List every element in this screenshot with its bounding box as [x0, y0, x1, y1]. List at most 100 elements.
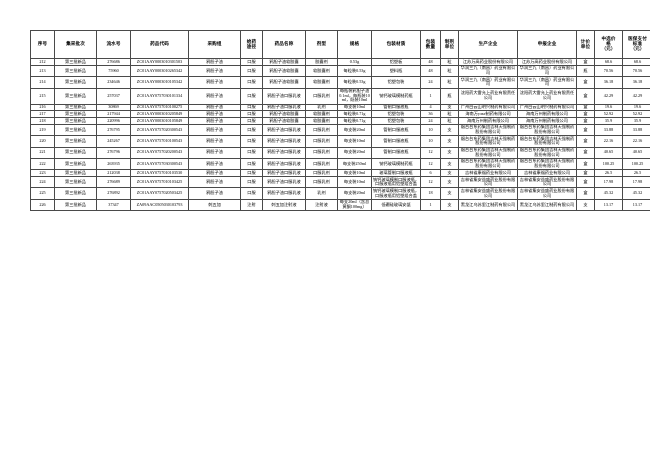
cell-serial: 245267 — [96, 135, 131, 148]
cell-form: 口服乳剂 — [305, 87, 338, 105]
procurement-table: 序号 集采批次 流水号 药品代码 采购组 给药 途径 药品名称 剂型 规格 包装… — [30, 30, 650, 212]
table-row: 212 第三批新品 276686 ZC01AAY0003010301503 鸦胆子油 口服… — [30, 58, 650, 66]
cell-qty: 1 — [420, 87, 441, 105]
table-row: 222 第三批新品 263935 ZC01AAY0757030300543 鸦胆子油 口服… — [30, 157, 650, 171]
cell-serial: 30869 — [96, 103, 131, 112]
cell-serial: 37347 — [96, 198, 131, 212]
cell-form: 乳剂 — [305, 103, 338, 112]
cell-qty: 4 — [420, 103, 441, 112]
cell-apply: 吉林省集安益盛药业股份有限公司 — [517, 176, 577, 189]
cell-maker: 华润三九（南昌）药业有限公司 — [458, 64, 518, 78]
cell-spec: 每支装10ml — [337, 176, 372, 189]
cell-form: 口服乳剂 — [305, 135, 338, 148]
cell-apply: 沈阳药大雷允上药业有限责任公司 — [517, 87, 577, 105]
cell-unit: 支 — [440, 169, 459, 178]
cell-qty: 48 — [420, 58, 441, 66]
cell-batch: 第三批新品 — [54, 76, 97, 89]
cell-payment: 70.56 — [622, 64, 650, 78]
table-row: 214 第三批新品 234646 ZC01AAY0003010105342 鸦胆子油 口服… — [30, 76, 650, 89]
cell-code: ZC01AAY0003010205849 — [130, 110, 189, 119]
column-header-serial: 流水号 — [96, 30, 131, 59]
cell-seq: 213 — [30, 64, 55, 78]
cell-qty: 10 — [420, 135, 441, 148]
cell-code: ZC01AAY0003010105342 — [130, 76, 189, 89]
cell-route: 口服 — [240, 157, 263, 171]
cell-maker: 烟台台东药集团吉林天强制药股份有限公司 — [458, 157, 518, 171]
cell-name: 鸦胆子油口服乳液 — [262, 87, 306, 105]
cell-serial: 212038 — [96, 169, 131, 178]
cell-form: 口服乳剂 — [305, 123, 338, 137]
cell-name: 鸦胆子油口服乳液 — [262, 157, 306, 171]
table-row: 221 第三批新品 276796 ZC01AAY0757020200543 鸦胆子油 口服… — [30, 146, 650, 159]
column-header-code: 药品代码 — [130, 30, 189, 59]
cell-priceunit: 盒 — [576, 76, 595, 89]
cell-pack: 管制口服液瓶 — [371, 146, 421, 159]
column-header-form: 剂型 — [305, 30, 338, 59]
table-row: 213 第三批新品 75960 ZC01AAY0003010265342 鸦胆子油 口服鸦… — [30, 64, 650, 78]
cell-route: 口服 — [240, 58, 263, 66]
cell-code: ZC01AAY0757010100543 — [130, 135, 189, 148]
column-header-price: 中选价 格 （元） — [594, 30, 623, 59]
cell-code: ZC01AAY0757010100275 — [130, 103, 189, 112]
cell-pack: 铝塑板 — [371, 58, 421, 66]
cell-apply: 吉林省康福药业有限公司 — [517, 169, 577, 178]
cell-pack: 钠钙玻璃模制药瓶 — [371, 157, 421, 171]
cell-unit: 支 — [440, 198, 459, 212]
cell-purchase: 鸦胆子油 — [188, 135, 241, 148]
cell-spec: 每瓶装鸦胆子油0.1ml，每瓶装10ml，既装10ml — [337, 87, 372, 105]
cell-batch: 第三批新品 — [54, 64, 97, 78]
cell-name: 鸦胆子油口服乳液 — [262, 123, 306, 137]
cell-seq: 222 — [30, 157, 55, 171]
cell-route: 口服 — [240, 87, 263, 105]
cell-payment: 36.18 — [622, 76, 650, 89]
cell-unit: 粒 — [440, 64, 459, 78]
cell-apply: 烟台台东药集团吉林天强制药股份有限公司 — [517, 157, 577, 171]
column-header-purchase: 采购组 — [188, 30, 241, 59]
cell-batch: 第三批新品 — [54, 87, 97, 105]
cell-maker: 江苏万高药业股份有限公司 — [458, 58, 518, 66]
cell-maker: 黑龙江乌苏里江制药有限公司 — [458, 198, 518, 212]
column-header-batch: 集采批次 — [54, 30, 97, 59]
table-row: 216 第三批新品 30869 ZC01AAY0757010100275 鸦胆子油 口服鸦… — [30, 103, 650, 112]
cell-form: 软胶囊剂 — [305, 76, 338, 89]
cell-price: 52.92 — [594, 110, 623, 119]
cell-payment: 40.65 — [622, 146, 650, 159]
cell-maker: 吉林省集安益盛药业股份有限公司 — [458, 176, 518, 189]
cell-qty: 10 — [420, 123, 441, 137]
cell-seq: 225 — [30, 187, 55, 200]
cell-form: 口服乳剂 — [305, 157, 338, 171]
cell-maker: 吉林省集安益盛药业股份有限公司 — [458, 187, 518, 200]
cell-serial: 234646 — [96, 76, 131, 89]
cell-unit: 粒 — [440, 110, 459, 119]
cell-apply: 烟台台东药集团吉林天强制药股份有限公司 — [517, 135, 577, 148]
cell-seq: 215 — [30, 87, 55, 105]
table-row: 226 第三批新品 37347 ZA09AAC0505030103793 刺五加 注射 刺五… — [30, 198, 650, 212]
cell-unit: 支 — [440, 187, 459, 200]
cell-unit: 支 — [440, 157, 459, 171]
cell-qty: 24 — [420, 76, 441, 89]
cell-name: 鸦胆子油软胶囊 — [262, 64, 306, 78]
table-row: 218 第三批新品 220996 ZC01AAY0003010105849 鸦胆子油 口服… — [30, 117, 650, 125]
cell-price: 26.5 — [594, 169, 623, 178]
cell-price: 36.18 — [594, 76, 623, 89]
cell-maker: 海南万州制药有限公司 — [458, 117, 518, 125]
column-header-name: 药品名称 — [262, 30, 306, 59]
cell-serial: 217944 — [96, 110, 131, 119]
cell-apply: 烟台台东药集团吉林天强制药股份有限公司 — [517, 123, 577, 137]
cell-batch: 第三批新品 — [54, 135, 97, 148]
cell-route: 口服 — [240, 187, 263, 200]
cell-pack: 铝塑包装 — [371, 110, 421, 119]
cell-unit: 粒 — [440, 58, 459, 66]
cell-serial: 276689 — [96, 176, 131, 189]
cell-spec: 每粒装0.53g — [337, 64, 372, 78]
cell-seq: 218 — [30, 117, 55, 125]
cell-pack: 玻璃管制口服液瓶 — [371, 169, 421, 178]
cell-purchase: 鸦胆子油 — [188, 110, 241, 119]
cell-route: 口服 — [240, 110, 263, 119]
cell-unit: 瓶 — [440, 87, 459, 105]
cell-name: 鸦胆子油软胶囊 — [262, 117, 306, 125]
cell-spec: 每支装20ml — [337, 146, 372, 159]
cell-spec: 每支装20ml — [337, 123, 372, 137]
cell-pack: 铝塑包装 — [371, 117, 421, 125]
cell-price: 42.29 — [594, 87, 623, 105]
